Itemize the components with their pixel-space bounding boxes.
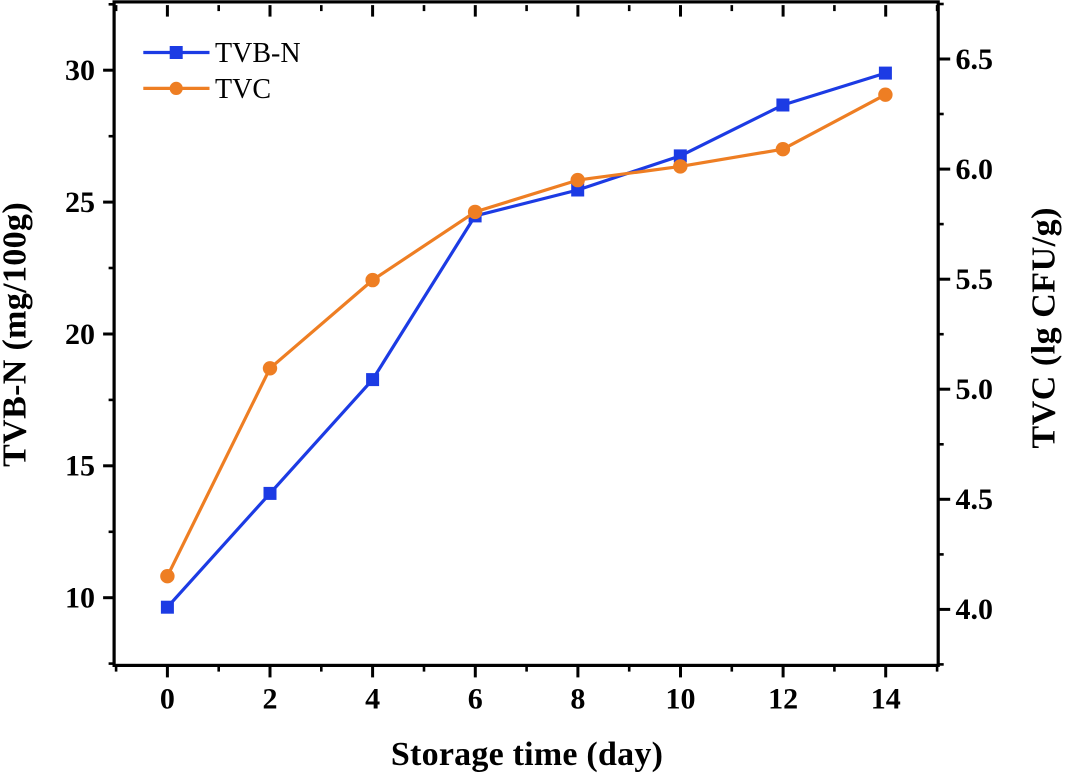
svg-text:5.5: 5.5 — [956, 263, 994, 296]
svg-text:TVC: TVC — [215, 74, 271, 105]
svg-text:14: 14 — [871, 683, 901, 716]
svg-text:30: 30 — [65, 54, 95, 87]
svg-text:4.5: 4.5 — [956, 483, 994, 516]
svg-text:5.0: 5.0 — [956, 373, 994, 406]
svg-text:8: 8 — [570, 683, 585, 716]
svg-text:25: 25 — [65, 186, 95, 219]
svg-text:TVB-N: TVB-N — [215, 38, 301, 69]
svg-text:6.0: 6.0 — [956, 153, 994, 186]
svg-text:TVB-N (mg/100g): TVB-N (mg/100g) — [0, 202, 34, 467]
svg-text:6.5: 6.5 — [956, 43, 994, 76]
svg-text:12: 12 — [768, 683, 798, 716]
svg-text:4: 4 — [365, 683, 380, 716]
svg-text:10: 10 — [65, 582, 95, 615]
svg-text:6: 6 — [468, 683, 483, 716]
svg-text:4.0: 4.0 — [956, 593, 994, 626]
svg-text:TVC (lg CFU/g): TVC (lg CFU/g) — [1026, 208, 1063, 449]
svg-text:0: 0 — [160, 683, 175, 716]
svg-text:2: 2 — [263, 683, 278, 716]
svg-text:Storage time (day): Storage time (day) — [391, 736, 663, 773]
svg-text:10: 10 — [666, 683, 696, 716]
svg-text:20: 20 — [65, 318, 95, 351]
svg-text:15: 15 — [65, 450, 95, 483]
